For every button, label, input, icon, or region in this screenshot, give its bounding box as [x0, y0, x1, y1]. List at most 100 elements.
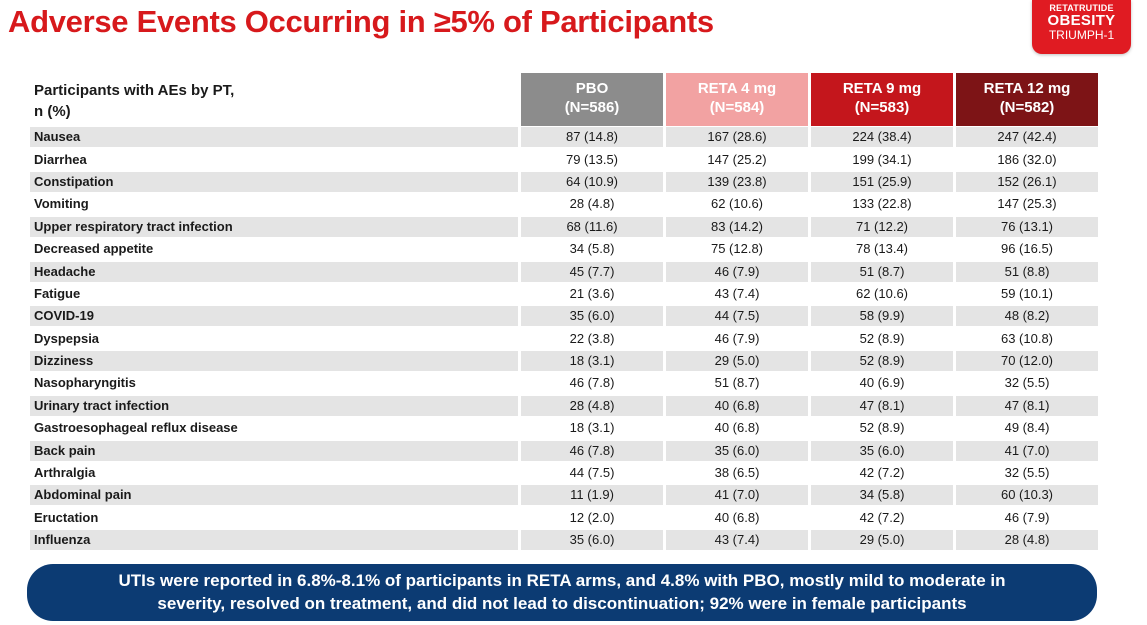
table-row: Nausea 87 (14.8) 167 (28.6) 224 (38.4) 247 (…: [30, 126, 1098, 148]
table-cell: 63 (10.8): [1000, 330, 1054, 346]
row-term: Constipation: [30, 171, 518, 192]
badge-indication: OBESITY: [1047, 12, 1116, 29]
row-term: Dizziness: [30, 351, 518, 372]
table-cell: 87 (14.8): [521, 127, 663, 148]
row-term: Eructation: [34, 509, 99, 525]
table-cell: 151 (25.9): [811, 171, 953, 192]
table-cell: 40 (6.8): [666, 395, 808, 416]
table-row: Vomiting 28 (4.8) 62 (10.6) 133 (22.8) 147 (…: [30, 193, 1098, 215]
table-cell: 52 (8.9): [859, 330, 905, 346]
column-header-reta-12mg: RETA 12 mg (N=582): [956, 73, 1098, 126]
table-cell: 18 (3.1): [521, 351, 663, 372]
table-cell: 28 (4.8): [569, 196, 615, 212]
table-cell: 46 (7.9): [714, 330, 760, 346]
badge-drug-name: RETATRUTIDE: [1049, 3, 1114, 13]
table-cell: 32 (5.5): [1004, 375, 1050, 391]
column-n: (N=583): [854, 99, 910, 116]
table-cell: 51 (8.8): [956, 261, 1098, 282]
table-cell: 40 (6.9): [859, 375, 905, 391]
table-cell: 199 (34.1): [852, 151, 912, 167]
table-cell: 28 (4.8): [956, 530, 1098, 551]
table-cell: 46 (7.9): [1004, 509, 1050, 525]
table-cell: 46 (7.8): [521, 440, 663, 461]
table-cell: 35 (6.0): [521, 306, 663, 327]
row-term: Urinary tract infection: [30, 395, 518, 416]
table-cell: 62 (10.6): [710, 196, 764, 212]
table-cell: 79 (13.5): [565, 151, 619, 167]
table-cell: 46 (7.9): [666, 261, 808, 282]
table-cell: 45 (7.7): [521, 261, 663, 282]
table-cell: 83 (14.2): [666, 216, 808, 237]
column-header-reta-4mg: RETA 4 mg (N=584): [666, 73, 808, 126]
table-cell: 41 (7.0): [666, 485, 808, 506]
row-term: Headache: [30, 261, 518, 282]
table-cell: 247 (42.4): [956, 127, 1098, 148]
table-row: Decreased appetite 34 (5.8) 75 (12.8) 78 (1…: [30, 238, 1098, 260]
row-term: Dyspepsia: [34, 330, 100, 346]
row-term: Upper respiratory tract infection: [30, 216, 518, 237]
table-cell: 62 (10.6): [855, 285, 909, 301]
column-name: RETA 12 mg: [983, 80, 1071, 97]
callout-line1: UTIs were reported in 6.8%-8.1% of parti…: [118, 571, 1006, 590]
table-cell: 34 (5.8): [569, 241, 615, 257]
table-cell: 32 (5.5): [1004, 465, 1050, 481]
table-cell: 147 (25.2): [707, 151, 767, 167]
table-cell: 28 (4.8): [521, 395, 663, 416]
row-header-label: Participants with AEs by PT, n (%): [30, 73, 518, 126]
column-header-pbo: PBO (N=586): [521, 73, 663, 126]
column-name: RETA 9 mg: [842, 80, 922, 97]
table-cell: 38 (6.5): [714, 465, 760, 481]
table-cell: 71 (12.2): [811, 216, 953, 237]
table-cell: 43 (7.4): [666, 530, 808, 551]
table-cell: 68 (11.6): [521, 216, 663, 237]
table-cell: 47 (8.1): [956, 395, 1098, 416]
row-term: Nausea: [30, 127, 518, 148]
table-cell: 29 (5.0): [666, 351, 808, 372]
row-term: Decreased appetite: [34, 241, 154, 257]
table-cell: 42 (7.2): [859, 465, 905, 481]
table-row: Influenza 35 (6.0) 43 (7.4) 29 (5.0) 28 (4.8…: [30, 529, 1098, 551]
table-cell: 29 (5.0): [811, 530, 953, 551]
table-cell: 58 (9.9): [811, 306, 953, 327]
table-cell: 186 (32.0): [997, 151, 1057, 167]
table-cell: 44 (7.5): [569, 465, 615, 481]
table-row: Dyspepsia 22 (3.8) 46 (7.9) 52 (8.9) 63 (10.…: [30, 328, 1098, 350]
callout-line2: severity, resolved on treatment, and did…: [157, 594, 967, 613]
adverse-events-table: Participants with AEs by PT, n (%) PBO (…: [30, 73, 1098, 551]
table-cell: 22 (3.8): [569, 330, 615, 346]
table-cell: 18 (3.1): [569, 420, 615, 436]
column-n: (N=582): [999, 99, 1055, 116]
table-cell: 12 (2.0): [569, 509, 615, 525]
table-cell: 51 (8.7): [714, 375, 760, 391]
column-n: (N=586): [564, 99, 620, 116]
table-cell: 133 (22.8): [852, 196, 912, 212]
table-cell: 75 (12.8): [710, 241, 764, 257]
row-header-line1: Participants with AEs by PT,: [34, 82, 235, 99]
table-cell: 60 (10.3): [956, 485, 1098, 506]
table-cell: 34 (5.8): [811, 485, 953, 506]
table-cell: 49 (8.4): [1004, 420, 1050, 436]
table-row: Urinary tract infection 28 (4.8) 40 (6.8) 4…: [30, 395, 1098, 417]
table-cell: 42 (7.2): [859, 509, 905, 525]
table-row: Eructation 12 (2.0) 40 (6.8) 42 (7.2) 46 (7.…: [30, 507, 1098, 529]
row-term: Vomiting: [34, 196, 89, 212]
table-cell: 167 (28.6): [666, 127, 808, 148]
table-cell: 96 (16.5): [1000, 241, 1054, 257]
table-cell: 43 (7.4): [714, 285, 760, 301]
table-row: Nasopharyngitis 46 (7.8) 51 (8.7) 40 (6.9) 3…: [30, 372, 1098, 394]
table-cell: 48 (8.2): [956, 306, 1098, 327]
table-cell: 40 (6.8): [714, 509, 760, 525]
table-cell: 35 (6.0): [811, 440, 953, 461]
table-row: Arthralgia 44 (7.5) 38 (6.5) 42 (7.2) 32 (5.…: [30, 462, 1098, 484]
uti-callout: UTIs were reported in 6.8%-8.1% of parti…: [27, 564, 1097, 621]
table-cell: 41 (7.0): [956, 440, 1098, 461]
table-row: Upper respiratory tract infection 68 (11.…: [30, 216, 1098, 238]
table-cell: 64 (10.9): [521, 171, 663, 192]
table-cell: 51 (8.7): [811, 261, 953, 282]
row-term: Nasopharyngitis: [34, 375, 136, 391]
table-row: Headache 45 (7.7) 46 (7.9) 51 (8.7) 51 (8.8): [30, 260, 1098, 282]
table-cell: 21 (3.6): [569, 285, 615, 301]
row-term: COVID-19: [30, 306, 518, 327]
table-cell: 152 (26.1): [956, 171, 1098, 192]
table-row: Constipation 64 (10.9) 139 (23.8) 151 (25.9…: [30, 171, 1098, 193]
